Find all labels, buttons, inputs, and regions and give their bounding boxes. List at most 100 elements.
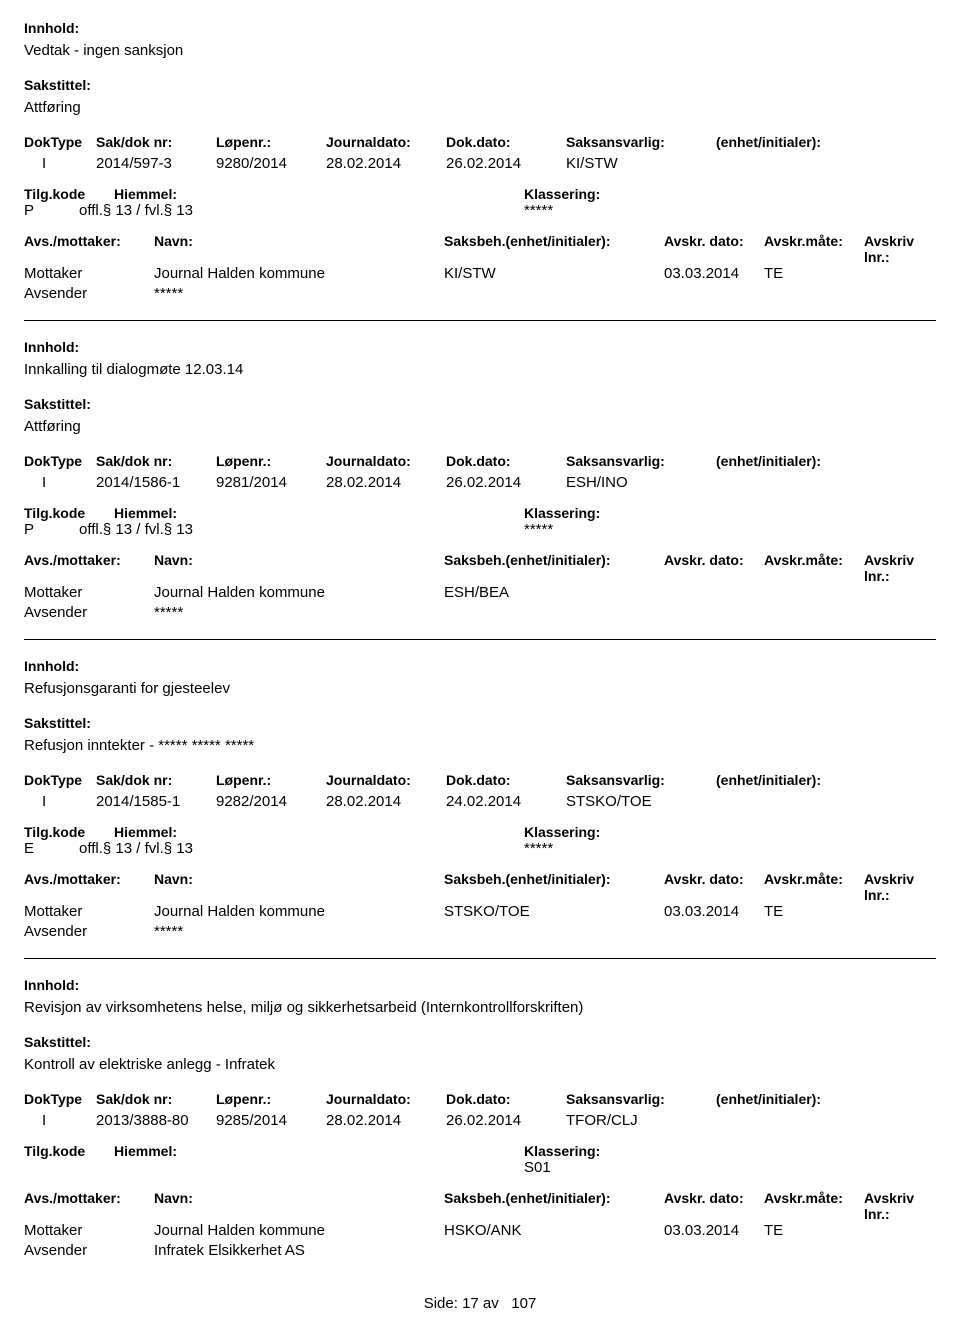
hdr-klassering: Klassering: bbox=[524, 1143, 936, 1159]
party-avlnr bbox=[864, 1222, 936, 1239]
hdr-doktype: DokType bbox=[24, 1091, 96, 1107]
hdr-saksbeh: Saksbeh.(enhet/initialer): bbox=[444, 871, 664, 903]
val-klassering: S01 bbox=[524, 1159, 936, 1176]
hdr-klassering: Klassering: bbox=[524, 186, 936, 202]
party-avmate bbox=[764, 923, 864, 940]
hdr-tilgkode: Tilg.kode bbox=[24, 824, 114, 840]
val-doktype: I bbox=[24, 793, 96, 810]
hdr-journaldato: Journaldato: bbox=[326, 772, 446, 788]
hdr-journaldato: Journaldato: bbox=[326, 1091, 446, 1107]
party-avdato: 03.03.2014 bbox=[664, 903, 764, 920]
party-avlnr bbox=[864, 584, 936, 601]
party-avmate: TE bbox=[764, 1222, 864, 1239]
hdr-lopenr: Løpenr.: bbox=[216, 772, 326, 788]
innhold-label: Innhold: bbox=[24, 20, 936, 36]
val-saknr: 2014/597-3 bbox=[96, 155, 216, 172]
val-jdato: 28.02.2014 bbox=[326, 155, 446, 172]
val-saknr: 2013/3888-80 bbox=[96, 1112, 216, 1129]
meta-value-row: I 2013/3888-80 9285/2014 28.02.2014 26.0… bbox=[24, 1112, 936, 1129]
hdr-avskrivlnr: Avskriv lnr.: bbox=[864, 1190, 936, 1222]
meta-header-row: DokType Sak/dok nr: Løpenr.: Journaldato… bbox=[24, 134, 936, 150]
party-name: Journal Halden kommune bbox=[154, 265, 444, 282]
sakstittel-label: Sakstittel: bbox=[24, 715, 936, 731]
journal-record: Innhold: Vedtak - ingen sanksjon Sakstit… bbox=[24, 20, 936, 302]
record-separator bbox=[24, 958, 936, 959]
journal-record: Innhold: Revisjon av virksomhetens helse… bbox=[24, 977, 936, 1259]
party-row: Avsender ***** bbox=[24, 923, 936, 940]
hdr-avskrmate: Avskr.måte: bbox=[764, 552, 864, 584]
party-header-row: Avs./mottaker: Navn: Saksbeh.(enhet/init… bbox=[24, 871, 936, 903]
val-ansvarlig: STSKO/TOE bbox=[566, 793, 716, 810]
tilg-value-row: P offl.§ 13 / fvl.§ 13 ***** bbox=[24, 521, 936, 538]
val-lopenr: 9282/2014 bbox=[216, 793, 326, 810]
page-footer: Side: 17 av 107 bbox=[24, 1295, 936, 1312]
hdr-hjemmel: Hiemmel: bbox=[114, 824, 524, 840]
innhold-value: Refusjonsgaranti for gjesteelev bbox=[24, 680, 936, 697]
hdr-doktype: DokType bbox=[24, 453, 96, 469]
party-row: Avsender ***** bbox=[24, 604, 936, 621]
hdr-saksansvarlig: Saksansvarlig: bbox=[566, 772, 716, 788]
party-avmate bbox=[764, 604, 864, 621]
party-saksbeh bbox=[444, 1242, 664, 1259]
sakstittel-value: Kontroll av elektriske anlegg - Infratek bbox=[24, 1056, 936, 1073]
party-avlnr bbox=[864, 285, 936, 302]
hdr-saksansvarlig: Saksansvarlig: bbox=[566, 453, 716, 469]
sakstittel-value: Attføring bbox=[24, 418, 936, 435]
footer-av-label: av bbox=[483, 1295, 499, 1312]
meta-value-row: I 2014/597-3 9280/2014 28.02.2014 26.02.… bbox=[24, 155, 936, 172]
meta-value-row: I 2014/1586-1 9281/2014 28.02.2014 26.02… bbox=[24, 474, 936, 491]
footer-total: 107 bbox=[511, 1295, 536, 1312]
hdr-lopenr: Løpenr.: bbox=[216, 453, 326, 469]
hdr-tilgkode: Tilg.kode bbox=[24, 186, 114, 202]
hdr-tilgkode: Tilg.kode bbox=[24, 505, 114, 521]
party-avlnr bbox=[864, 903, 936, 920]
meta-value-row: I 2014/1585-1 9282/2014 28.02.2014 24.02… bbox=[24, 793, 936, 810]
party-role: Mottaker bbox=[24, 1222, 154, 1239]
val-ddato: 26.02.2014 bbox=[446, 474, 566, 491]
hdr-enhet: (enhet/initialer): bbox=[716, 453, 936, 469]
val-tilgkode: P bbox=[24, 521, 79, 538]
meta-header-row: DokType Sak/dok nr: Løpenr.: Journaldato… bbox=[24, 1091, 936, 1107]
hdr-saksbeh: Saksbeh.(enhet/initialer): bbox=[444, 233, 664, 265]
hdr-avskrdato: Avskr. dato: bbox=[664, 1190, 764, 1222]
hdr-hjemmel: Hiemmel: bbox=[114, 186, 524, 202]
hdr-saksbeh: Saksbeh.(enhet/initialer): bbox=[444, 552, 664, 584]
hdr-avskrivlnr: Avskriv lnr.: bbox=[864, 871, 936, 903]
hdr-saknr: Sak/dok nr: bbox=[96, 134, 216, 150]
tilg-value-row: P offl.§ 13 / fvl.§ 13 ***** bbox=[24, 202, 936, 219]
journal-record: Innhold: Refusjonsgaranti for gjesteelev… bbox=[24, 658, 936, 940]
innhold-value: Vedtak - ingen sanksjon bbox=[24, 42, 936, 59]
party-avmate: TE bbox=[764, 265, 864, 282]
val-tilgkode: P bbox=[24, 202, 79, 219]
val-enhet bbox=[716, 155, 936, 172]
party-avdato bbox=[664, 1242, 764, 1259]
val-hjemmel: offl.§ 13 / fvl.§ 13 bbox=[79, 840, 524, 857]
records-container: Innhold: Vedtak - ingen sanksjon Sakstit… bbox=[24, 20, 936, 1259]
hdr-avsmottaker: Avs./mottaker: bbox=[24, 871, 154, 903]
hdr-doktype: DokType bbox=[24, 772, 96, 788]
hdr-enhet: (enhet/initialer): bbox=[716, 1091, 936, 1107]
hdr-avsmottaker: Avs./mottaker: bbox=[24, 552, 154, 584]
footer-side-label: Side: bbox=[424, 1295, 458, 1312]
party-role: Avsender bbox=[24, 1242, 154, 1259]
record-separator bbox=[24, 320, 936, 321]
party-row: Avsender ***** bbox=[24, 285, 936, 302]
party-avdato bbox=[664, 923, 764, 940]
val-tilgkode: E bbox=[24, 840, 79, 857]
hdr-navn: Navn: bbox=[154, 552, 444, 584]
innhold-value: Revisjon av virksomhetens helse, miljø o… bbox=[24, 999, 936, 1016]
party-avmate bbox=[764, 584, 864, 601]
hdr-saknr: Sak/dok nr: bbox=[96, 1091, 216, 1107]
hdr-journaldato: Journaldato: bbox=[326, 134, 446, 150]
meta-header-row: DokType Sak/dok nr: Løpenr.: Journaldato… bbox=[24, 453, 936, 469]
hdr-doktype: DokType bbox=[24, 134, 96, 150]
party-header-row: Avs./mottaker: Navn: Saksbeh.(enhet/init… bbox=[24, 233, 936, 265]
party-header-row: Avs./mottaker: Navn: Saksbeh.(enhet/init… bbox=[24, 552, 936, 584]
party-saksbeh bbox=[444, 285, 664, 302]
val-enhet bbox=[716, 474, 936, 491]
record-separator bbox=[24, 639, 936, 640]
val-lopenr: 9280/2014 bbox=[216, 155, 326, 172]
party-role: Mottaker bbox=[24, 584, 154, 601]
party-role: Mottaker bbox=[24, 265, 154, 282]
hdr-klassering: Klassering: bbox=[524, 505, 936, 521]
